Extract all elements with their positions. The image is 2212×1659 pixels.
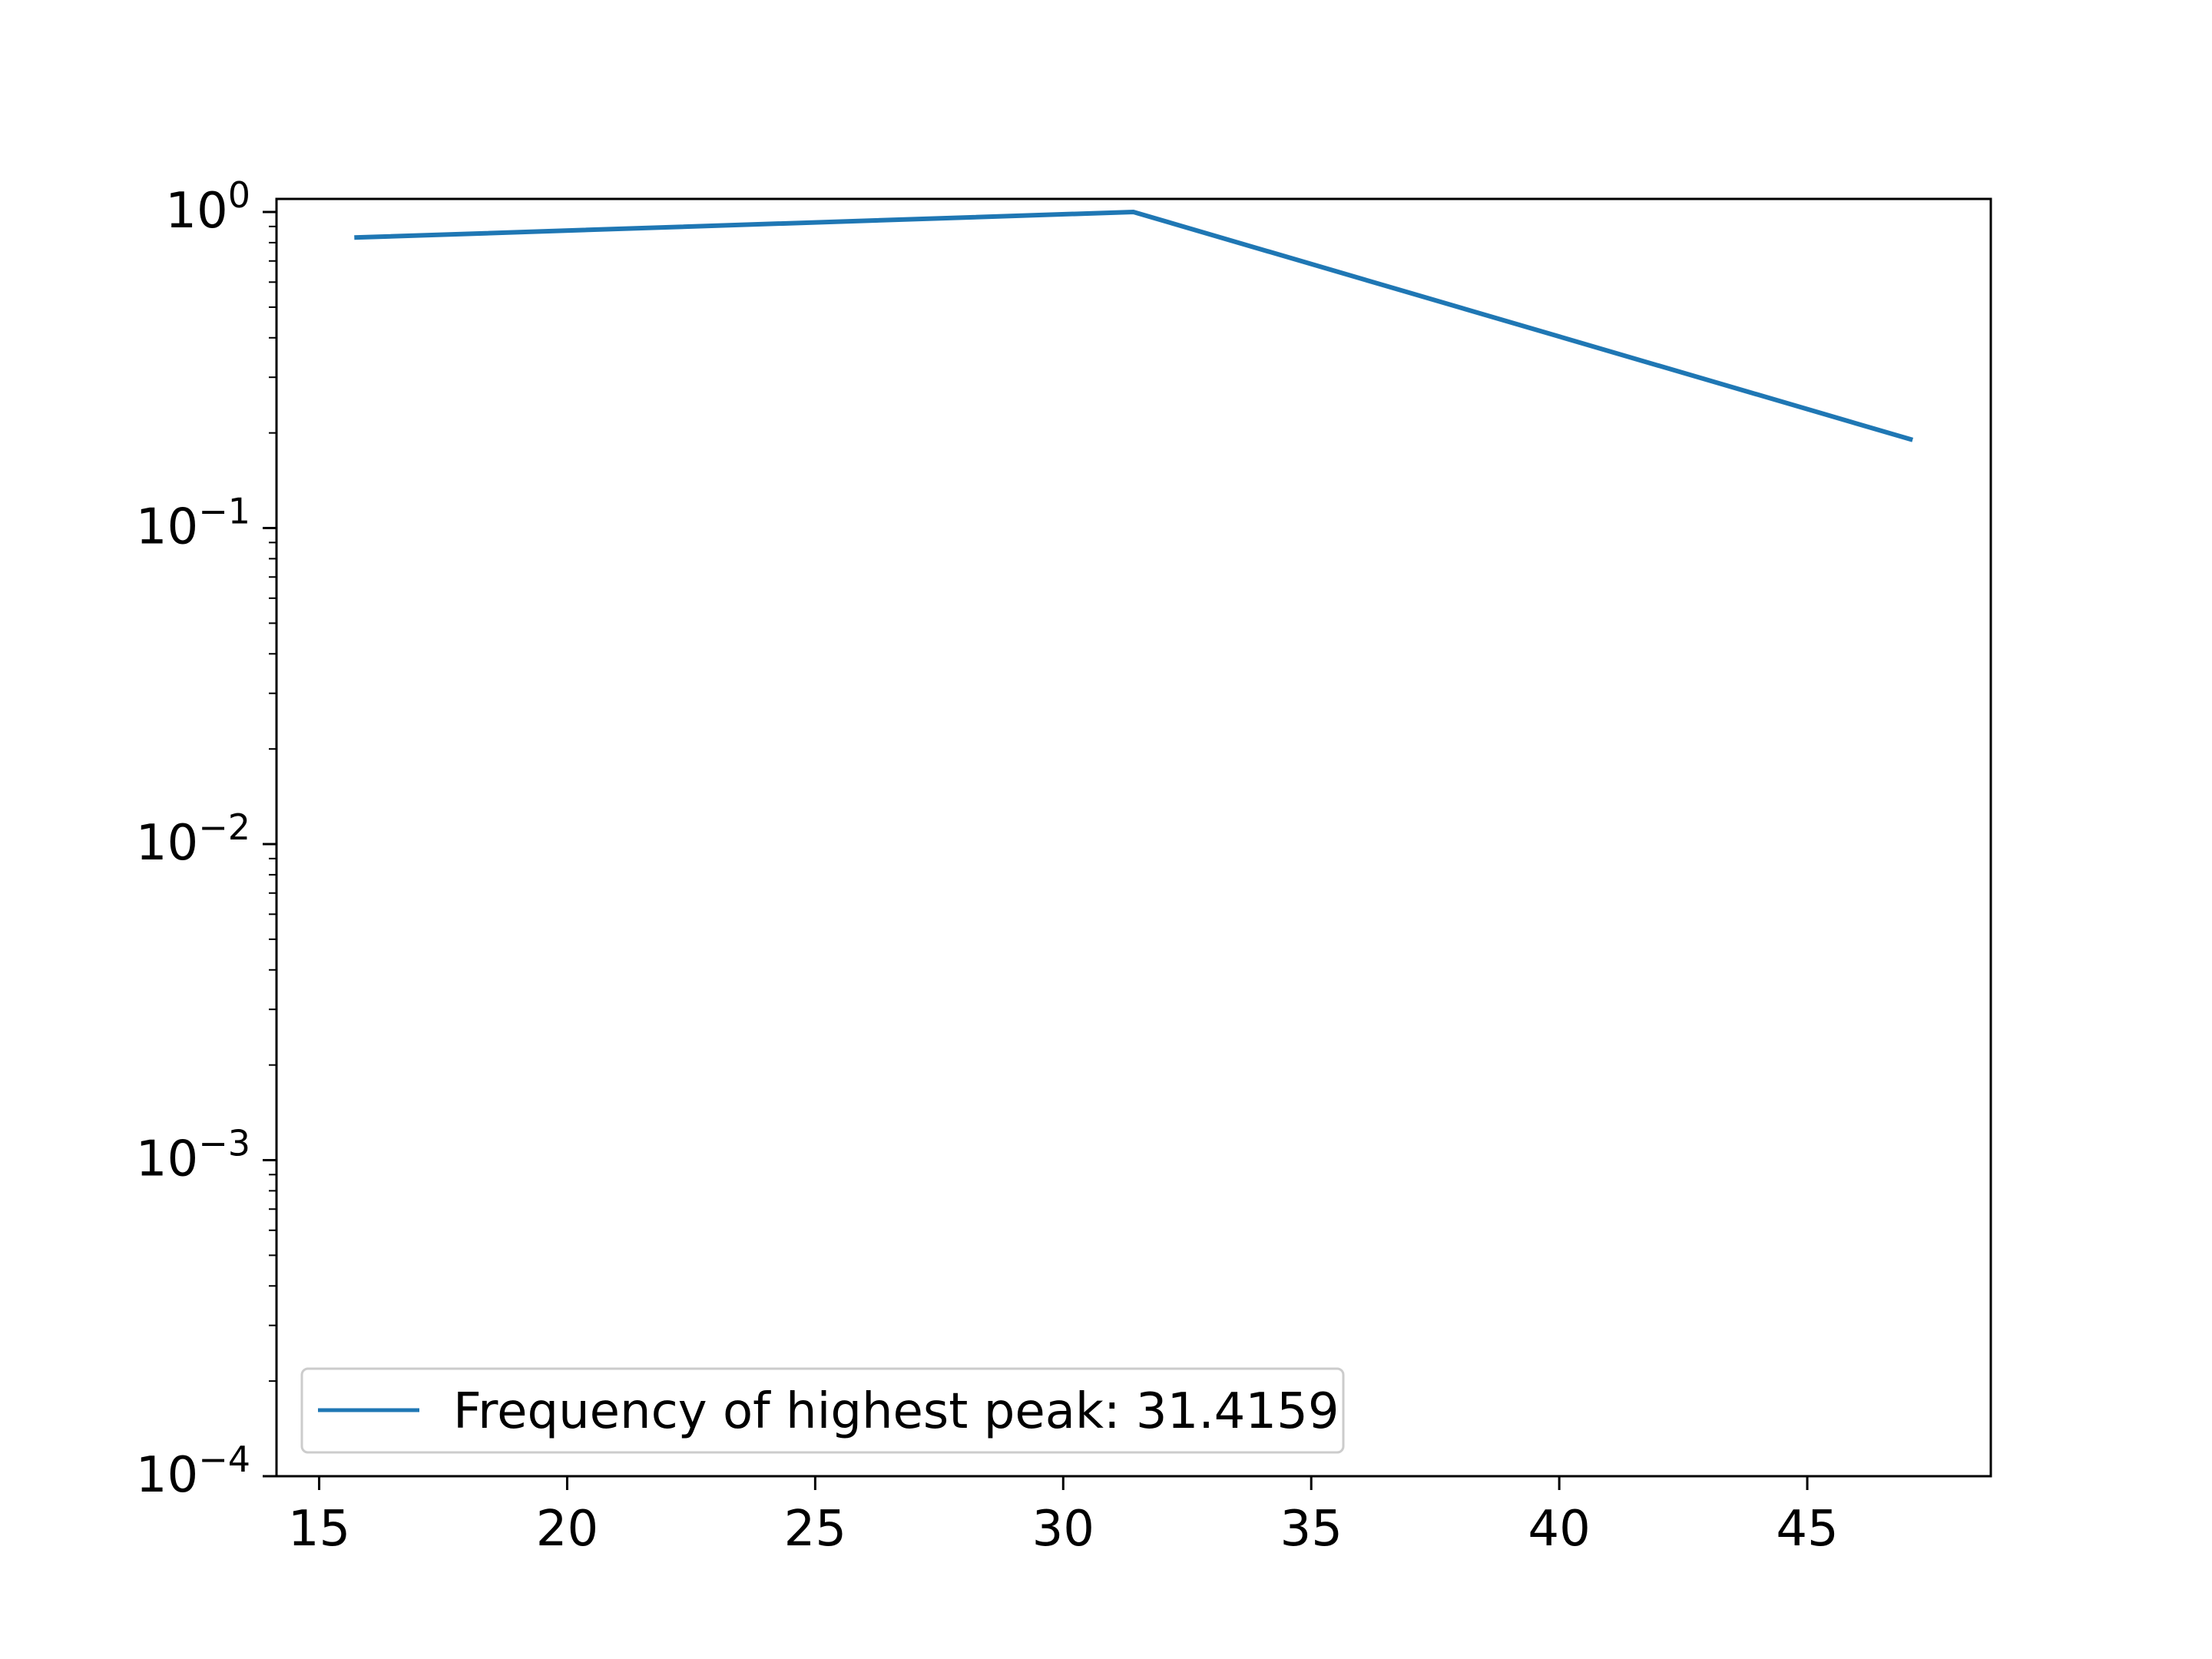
x-tick-label: 30 xyxy=(1032,1501,1094,1558)
series-line xyxy=(354,210,1914,442)
x-tick-label: 15 xyxy=(288,1501,350,1558)
y-axis-ticks: 100 10−1 10−2 10−3 10−4 xyxy=(136,174,276,1504)
y-minor-ticks xyxy=(269,225,276,1382)
y-tick-label: 10−4 xyxy=(136,1439,250,1504)
x-tick-label: 45 xyxy=(1776,1501,1838,1558)
plot-frame xyxy=(275,197,1992,1478)
x-tick-label: 25 xyxy=(784,1501,846,1558)
series-layer xyxy=(354,210,1914,442)
x-axis-ticks: 15 20 25 30 35 40 45 xyxy=(288,1476,1839,1558)
y-tick-label: 10−2 xyxy=(136,806,250,872)
y-tick-label: 100 xyxy=(165,174,250,240)
legend: Frequency of highest peak: 31.4159 xyxy=(300,1367,1345,1454)
x-tick-label: 40 xyxy=(1528,1501,1590,1558)
y-tick-label: 10−3 xyxy=(136,1123,250,1188)
legend-label: Frequency of highest peak: 31.4159 xyxy=(453,1383,1339,1440)
legend-box xyxy=(300,1367,1345,1454)
y-tick-label: 10−1 xyxy=(136,491,250,556)
x-tick-label: 20 xyxy=(536,1501,598,1558)
x-tick-label: 35 xyxy=(1280,1501,1342,1558)
